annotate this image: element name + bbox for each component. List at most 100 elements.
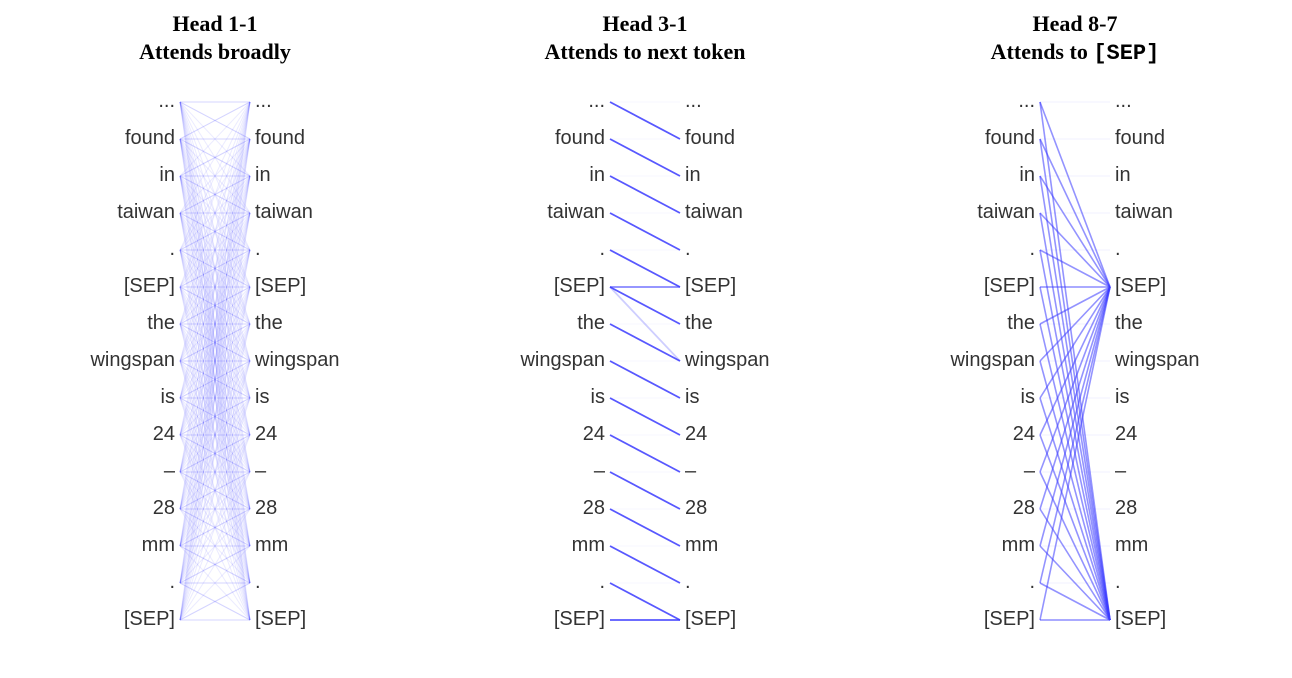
attention-lines xyxy=(860,90,1290,678)
attention-edge xyxy=(180,472,250,620)
attention-edge xyxy=(180,398,250,583)
attention-edge xyxy=(180,435,250,472)
attention-edge xyxy=(180,361,250,509)
token-left: taiwan xyxy=(977,201,1035,224)
token-right: in xyxy=(685,164,701,187)
attention-edge xyxy=(180,102,250,213)
attention-edge xyxy=(1040,398,1110,620)
attention-edge xyxy=(180,213,250,546)
attention-edge xyxy=(180,398,250,546)
attention-edge xyxy=(180,250,250,472)
attention-edge xyxy=(180,361,250,509)
attention-edge xyxy=(180,324,250,620)
attention-edge xyxy=(1040,213,1110,620)
attention-edge xyxy=(1040,250,1110,287)
title-line2: Attends to next token xyxy=(430,38,860,66)
token-right: [SEP] xyxy=(685,608,736,631)
attention-edge xyxy=(180,398,250,472)
attention-edge xyxy=(1040,139,1110,620)
token-left: the xyxy=(577,312,605,335)
attention-edge xyxy=(180,398,250,435)
attention-edge xyxy=(180,176,250,583)
attention-edge xyxy=(180,324,250,546)
token-left: the xyxy=(147,312,175,335)
attention-edge xyxy=(180,102,250,361)
attention-edge xyxy=(180,287,250,398)
attention-edge xyxy=(180,213,250,324)
token-left: ... xyxy=(158,90,175,113)
attention-edge xyxy=(610,324,680,361)
token-right: – xyxy=(1115,460,1126,483)
attention-edge xyxy=(180,287,250,620)
token-left: mm xyxy=(142,534,175,557)
token-left: . xyxy=(169,238,175,261)
attention-edge xyxy=(180,139,250,509)
token-right: 28 xyxy=(255,497,277,520)
attention-edge xyxy=(180,324,250,509)
token-right: is xyxy=(1115,386,1129,409)
token-right: – xyxy=(685,460,696,483)
attention-edge xyxy=(180,361,250,472)
attention-edge xyxy=(180,213,250,509)
attention-edge xyxy=(180,398,250,583)
title-line2-mono: [SEP] xyxy=(1093,41,1159,66)
attention-edge xyxy=(180,435,250,620)
token-left: ... xyxy=(588,90,605,113)
attention-lines xyxy=(0,90,430,678)
token-left: [SEP] xyxy=(554,275,605,298)
attention-edge xyxy=(180,287,250,583)
token-right: – xyxy=(255,460,266,483)
attention-edge xyxy=(1040,361,1110,620)
attention-edge xyxy=(180,102,250,213)
attention-edge xyxy=(180,435,250,509)
attention-edge xyxy=(1040,472,1110,620)
token-left: [SEP] xyxy=(124,608,175,631)
attention-edge xyxy=(180,139,250,324)
attention-edge xyxy=(1040,287,1110,472)
token-left: found xyxy=(555,127,605,150)
attention-edge xyxy=(180,102,250,583)
token-right: taiwan xyxy=(1115,201,1173,224)
attention-edge xyxy=(180,139,250,398)
attention-edge xyxy=(180,472,250,620)
attention-edge xyxy=(180,102,250,435)
attention-edge xyxy=(180,213,250,435)
attention-edge xyxy=(180,250,250,472)
token-left: [SEP] xyxy=(984,608,1035,631)
attention-edge xyxy=(180,472,250,509)
attention-edge xyxy=(180,287,250,546)
token-left: [SEP] xyxy=(984,275,1035,298)
attention-edge xyxy=(180,139,250,324)
attention-edge xyxy=(180,324,250,472)
token-right: wingspan xyxy=(1115,349,1200,372)
token-right: . xyxy=(255,238,261,261)
attention-edge xyxy=(180,546,250,583)
attention-edge xyxy=(180,250,250,546)
attention-edge xyxy=(1040,213,1110,287)
attention-edge xyxy=(180,213,250,324)
attention-edge xyxy=(180,509,250,620)
attention-edge xyxy=(180,102,250,287)
attention-edge xyxy=(610,546,680,583)
attention-edge xyxy=(180,176,250,620)
panel-title: Head 1-1Attends broadly xyxy=(0,10,430,65)
attention-edge xyxy=(180,213,250,583)
attention-edge xyxy=(1040,139,1110,287)
attention-edge xyxy=(1040,546,1110,620)
attention-edge xyxy=(180,102,250,398)
attention-edge xyxy=(180,213,250,398)
attention-edge xyxy=(180,176,250,620)
attention-edge xyxy=(180,250,250,361)
token-left: is xyxy=(161,386,175,409)
attention-edge xyxy=(180,361,250,398)
attention-edge xyxy=(180,213,250,250)
attention-edge xyxy=(1040,287,1110,583)
attention-edge xyxy=(180,361,250,435)
attention-edge xyxy=(180,509,250,546)
attention-edge xyxy=(180,324,250,583)
attention-edge xyxy=(180,139,250,213)
title-line1: Head 8-7 xyxy=(860,10,1290,38)
title-line2: Attends to [SEP] xyxy=(860,38,1290,68)
token-left: taiwan xyxy=(547,201,605,224)
token-left: 28 xyxy=(583,497,605,520)
